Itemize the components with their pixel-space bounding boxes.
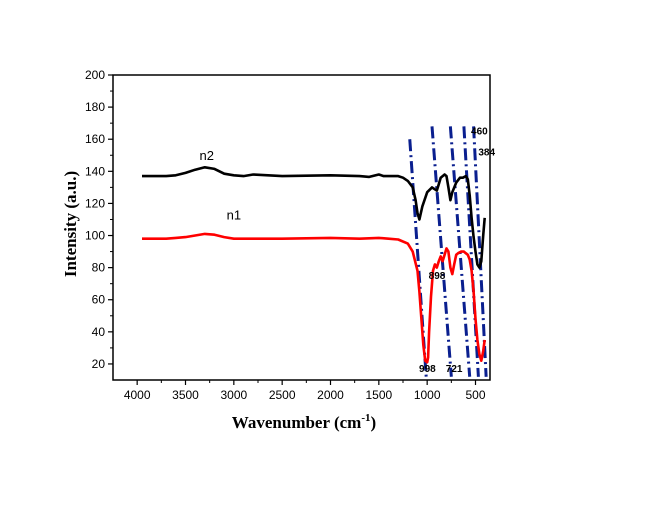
series-line-n1 (142, 232, 486, 364)
x-tick-label: 2500 (269, 388, 296, 402)
series-label: n1 (227, 207, 241, 222)
peak-annotations: 460 384 898 998 721 (419, 126, 495, 375)
peak-label: 998 (419, 364, 436, 375)
plot-frame (112, 74, 491, 381)
y-tick-label: 160 (85, 132, 105, 146)
peak-label: 460 (471, 126, 488, 137)
y-tick-label: 200 (85, 68, 105, 82)
x-tick-label: 4000 (124, 388, 151, 402)
y-tick-label: 80 (92, 261, 106, 275)
peak-label: 898 (429, 271, 446, 282)
y-tick-label: 20 (92, 357, 106, 371)
x-tick-label: 3500 (172, 388, 199, 402)
y-tick-label: 180 (85, 100, 105, 114)
y-tick-label: 140 (85, 164, 105, 178)
peak-label: 384 (478, 147, 495, 158)
x-tick-label: 3000 (220, 388, 247, 402)
series-label: n2 (200, 148, 214, 163)
x-tick-label: 1000 (414, 388, 441, 402)
x-axis-title: Wavenumber (cm-1) (232, 412, 376, 432)
series-line-n2 (142, 166, 486, 269)
guide-line (472, 126, 488, 377)
series-group (142, 166, 486, 364)
guide-line (430, 126, 453, 377)
x-tick-label: 1500 (365, 388, 392, 402)
y-tick-label: 120 (85, 196, 105, 210)
guide-line (448, 126, 472, 377)
y-tick-label: 100 (85, 229, 105, 243)
x-tick-label: 500 (465, 388, 485, 402)
series-labels: n2 n1 (200, 148, 242, 222)
y-tick-label: 40 (92, 325, 106, 339)
x-tick-label: 2000 (317, 388, 344, 402)
plot-border (112, 74, 491, 381)
axis-ticks: 4000 3500 3000 2500 2000 1500 1000 500 20 40 60 80 1… (85, 68, 486, 402)
y-axis-title: Intensity (a.u.) (61, 171, 80, 277)
y-tick-label: 60 (92, 293, 106, 307)
peak-label: 721 (446, 364, 463, 375)
